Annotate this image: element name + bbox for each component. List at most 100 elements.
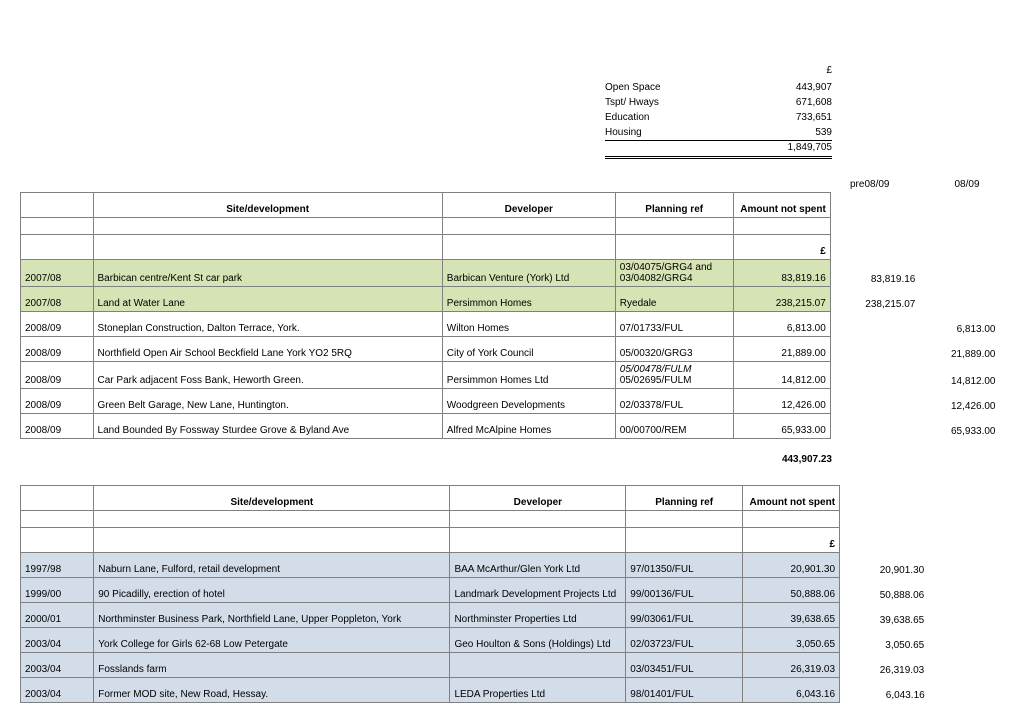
cell-ext1 [830, 389, 920, 414]
cell-amt: 21,889.00 [733, 337, 830, 362]
cell-ext2 [929, 578, 1000, 603]
cell-dev: Wilton Homes [442, 312, 615, 337]
cell-ext2 [929, 678, 1000, 703]
cell-ext1: 26,319.03 [840, 653, 929, 678]
summary-label: Open Space [605, 82, 661, 93]
summary-total: 1,849,705 [605, 140, 832, 159]
th-site: Site/development [93, 193, 442, 218]
cell-site: Land at Water Lane [93, 287, 442, 312]
cell-amt: 83,819.16 [733, 260, 830, 287]
cell-ref: 03/03451/FUL [626, 653, 743, 678]
cell-site: York College for Girls 62-68 Low Peterga… [94, 628, 450, 653]
cell-ref: 02/03378/FUL [615, 389, 733, 414]
cell-ext1 [830, 337, 920, 362]
cell-site: Green Belt Garage, New Lane, Huntington. [93, 389, 442, 414]
cell-site: Northminster Business Park, Northfield L… [94, 603, 450, 628]
cell-ext2 [929, 553, 1000, 578]
th-amt: Amount not spent [733, 193, 830, 218]
cell-dev: Northminster Properties Ltd [450, 603, 626, 628]
cell-site: Naburn Lane, Fulford, retail development [94, 553, 450, 578]
table-row: 2003/04Fosslands farm03/03451/FUL26,319.… [21, 653, 1000, 678]
cell-dev: Persimmon Homes Ltd [442, 362, 615, 389]
summary-row: Housing539 [605, 125, 832, 140]
cell-site: Stoneplan Construction, Dalton Terrace, … [93, 312, 442, 337]
cell-amt: 238,215.07 [733, 287, 830, 312]
cell-ext1 [830, 312, 920, 337]
cell-ref: Ryedale [615, 287, 733, 312]
cell-ext2: 21,889.00 [920, 337, 1000, 362]
cell-dev: LEDA Properties Ltd [450, 678, 626, 703]
cell-ref: 99/00136/FUL [626, 578, 743, 603]
cell-ext1: 50,888.06 [840, 578, 929, 603]
cell-site: Former MOD site, New Road, Hessay. [94, 678, 450, 703]
cell-year: 2008/09 [21, 414, 94, 439]
cell-ext2 [929, 653, 1000, 678]
cell-amt: 6,813.00 [733, 312, 830, 337]
cell-amt: 12,426.00 [733, 389, 830, 414]
summary-label: Tspt/ Hways [605, 97, 659, 108]
summary-currency: £ [605, 65, 832, 80]
summary-value: 671,608 [796, 97, 832, 108]
table-row: 2008/09Green Belt Garage, New Lane, Hunt… [21, 389, 1000, 414]
cell-year: 2003/04 [21, 653, 94, 678]
summary-block: £ Open Space443,907 Tspt/ Hways 671,608 Edu… [605, 65, 832, 159]
cell-ref: 05/00320/GRG3 [615, 337, 733, 362]
cell-ext1: 39,638.65 [840, 603, 929, 628]
cell-ref: 07/01733/FUL [615, 312, 733, 337]
cell-year: 2000/01 [21, 603, 94, 628]
cell-amt: 3,050.65 [743, 628, 840, 653]
cell-dev: Alfred McAlpine Homes [442, 414, 615, 439]
period-a: pre08/09 [850, 179, 889, 190]
cell-dev [450, 653, 626, 678]
cell-ext1: 238,215.07 [830, 287, 920, 312]
cell-site: Land Bounded By Fossway Sturdee Grove & … [93, 414, 442, 439]
table-row: 2007/08Land at Water LanePersimmon Homes… [21, 287, 1000, 312]
cell-ext2: 12,426.00 [920, 389, 1000, 414]
summary-row: Open Space443,907 [605, 80, 832, 95]
summary-label: Education [605, 112, 649, 123]
cell-year: 2003/04 [21, 628, 94, 653]
cell-amt: 6,043.16 [743, 678, 840, 703]
cell-ext2 [920, 287, 1000, 312]
cell-dev: City of York Council [442, 337, 615, 362]
cell-year: 1999/00 [21, 578, 94, 603]
cell-ext1 [830, 414, 920, 439]
summary-row: Tspt/ Hways 671,608 [605, 95, 832, 110]
table-1: Site/development Developer Planning ref … [20, 192, 1000, 439]
table-row: 2008/09Car Park adjacent Foss Bank, Hewo… [21, 362, 1000, 389]
cell-amt: 26,319.03 [743, 653, 840, 678]
table-row: 2003/04Former MOD site, New Road, Hessay… [21, 678, 1000, 703]
th-dev: Developer [442, 193, 615, 218]
cell-ref: 97/01350/FUL [626, 553, 743, 578]
th-year [21, 193, 94, 218]
summary-value: 733,651 [796, 112, 832, 123]
subtotal-1: 443,907.23 [20, 454, 832, 465]
cell-ext2: 65,933.00 [920, 414, 1000, 439]
th-dev-2: Developer [450, 486, 626, 511]
cell-ref: 99/03061/FUL [626, 603, 743, 628]
cell-site: Fosslands farm [94, 653, 450, 678]
cell-ext1: 83,819.16 [830, 260, 920, 287]
cell-ref: 05/00478/FULM05/02695/FULM [615, 362, 733, 389]
cell-amt: 50,888.06 [743, 578, 840, 603]
cell-dev: Geo Houlton & Sons (Holdings) Ltd [450, 628, 626, 653]
cell-ext1: 6,043.16 [840, 678, 929, 703]
cell-dev: Woodgreen Developments [442, 389, 615, 414]
cell-ref: 98/01401/FUL [626, 678, 743, 703]
table-row: 2007/08Barbican centre/Kent St car parkB… [21, 260, 1000, 287]
cell-ref: 02/03723/FUL [626, 628, 743, 653]
table-2: Site/development Developer Planning ref … [20, 485, 1000, 703]
cell-amt: 39,638.65 [743, 603, 840, 628]
table-row: 2008/09Land Bounded By Fossway Sturdee G… [21, 414, 1000, 439]
cell-ext1: 3,050.65 [840, 628, 929, 653]
cell-ext2: 14,812.00 [920, 362, 1000, 389]
th-year-2 [21, 486, 94, 511]
cell-amt: 14,812.00 [733, 362, 830, 389]
th-ref: Planning ref [615, 193, 733, 218]
cell-year: 2003/04 [21, 678, 94, 703]
th-ref-2: Planning ref [626, 486, 743, 511]
cell-year: 2008/09 [21, 389, 94, 414]
summary-value: 539 [815, 127, 832, 138]
cell-year: 2007/08 [21, 287, 94, 312]
period-headers: pre08/09 08/09 [850, 179, 1020, 190]
